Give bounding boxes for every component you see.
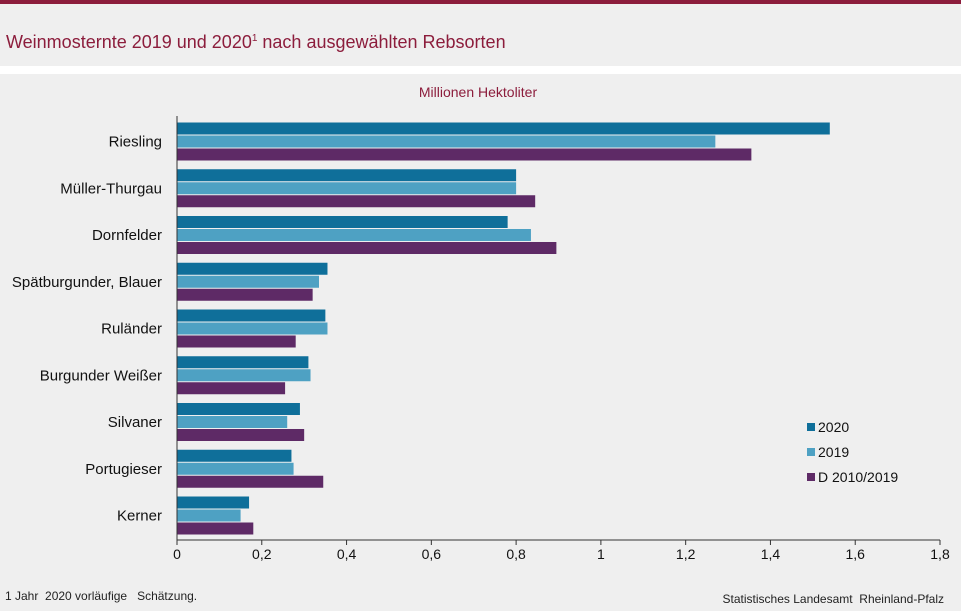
bar (177, 496, 250, 509)
bar (177, 275, 320, 288)
bar (177, 509, 241, 522)
bar (177, 322, 328, 335)
header-divider (0, 66, 961, 74)
category-labels: Riesling Müller-Thurgau Dornfelder Spätburg… (12, 134, 162, 525)
x-tick-label: 0,4 (337, 546, 357, 562)
category-label: Riesling (109, 134, 162, 151)
legend-label: D 2010/2019 (818, 469, 898, 485)
bar (177, 369, 311, 382)
top-accent-bar (0, 0, 961, 4)
source-note: Statistisches Landesamt Rheinland-Pfalz (722, 592, 944, 606)
category-label: Portugieser (85, 461, 162, 478)
category-label: Müller-Thurgau (60, 180, 162, 197)
x-tick-label: 1,8 (930, 546, 950, 562)
bar (177, 135, 716, 148)
bar (177, 309, 326, 322)
bar (177, 382, 286, 395)
category-label: Silvaner (108, 414, 162, 431)
bar (177, 522, 254, 535)
legend-swatch (807, 448, 815, 456)
x-tick-label: 1 (597, 546, 605, 562)
chart-title: Weinmosternte 2019 und 20201 nach ausgew… (6, 32, 506, 52)
bar (177, 195, 536, 208)
bar (177, 335, 296, 348)
x-axis: 0 0,2 0,4 0,6 0,8 1 1,2 1,4 1,6 1,8 (173, 116, 950, 562)
x-tick-label: 0 (173, 546, 181, 562)
x-tick-label: 1,2 (676, 546, 696, 562)
bar (177, 429, 305, 441)
bar (177, 216, 508, 228)
bar (177, 182, 517, 195)
bar (177, 262, 328, 275)
bar (177, 449, 292, 462)
category-label: Spätburgunder, Blauer (12, 274, 162, 291)
x-tick-label: 1,4 (761, 546, 781, 562)
bar (177, 356, 309, 369)
bar (177, 475, 324, 488)
bar (177, 122, 830, 135)
x-tick-label: 1,6 (845, 546, 865, 562)
unit-label: Millionen Hektoliter (419, 84, 538, 100)
bar (177, 416, 288, 428)
bar (177, 242, 557, 254)
footnote: 1 Jahr 2020 vorläufige Schätzung. (5, 589, 198, 603)
category-label: Burgunder Weißer (40, 367, 162, 384)
bar (177, 148, 752, 161)
legend-label: 2020 (818, 419, 849, 435)
x-tick-label: 0,6 (422, 546, 442, 562)
legend: 2020 2019 D 2010/2019 (807, 419, 898, 485)
category-label: Ruländer (101, 321, 162, 338)
legend-swatch (807, 423, 815, 431)
category-label: Kerner (117, 508, 162, 525)
x-tick-label: 0,8 (506, 546, 526, 562)
title-footnote-marker: 1 (251, 33, 258, 44)
bar (177, 403, 300, 415)
bar (177, 229, 531, 241)
legend-label: 2019 (818, 444, 849, 460)
bar (177, 169, 517, 182)
bars-group (177, 122, 830, 535)
x-tick-label: 0,2 (252, 546, 272, 562)
bar (177, 288, 313, 301)
legend-swatch (807, 473, 815, 481)
bar (177, 462, 294, 475)
category-label: Dornfelder (92, 227, 162, 244)
